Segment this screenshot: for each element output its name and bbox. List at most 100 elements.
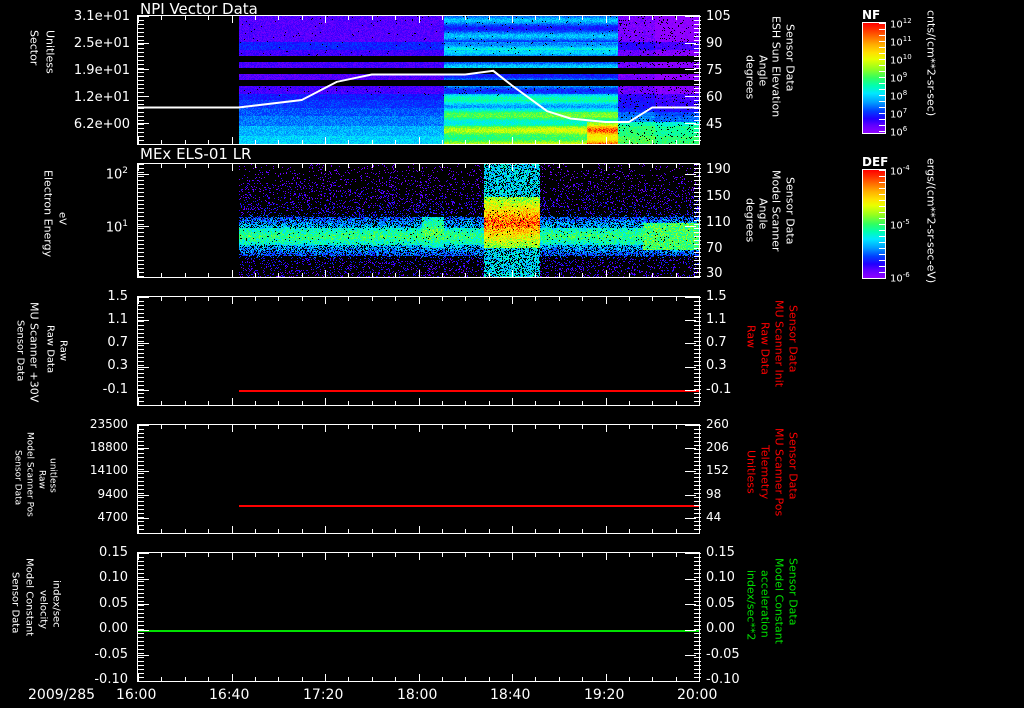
xtick [278,529,279,533]
xtick [302,140,303,144]
colorbar-def-label-1: 10-5 [890,218,910,232]
ytick-major [685,604,696,605]
p4-ytick-1: 18800 [89,440,128,454]
ytick-major [685,96,696,97]
xtick [676,297,677,301]
xaxis-tick-0: 16:00 [116,687,157,703]
xtick [255,677,256,681]
colorbar-def[interactable] [862,169,886,279]
ytick-major [685,367,696,368]
plot-panel-model-constant-velocity[interactable] [137,552,700,682]
xtick [208,529,209,533]
xtick [465,553,466,557]
xtick [255,401,256,405]
p4-ytick-3: 9400 [97,487,128,501]
xtick [419,164,420,171]
xtick [559,401,560,405]
plot-panel-npi-vector-data[interactable] [137,15,700,145]
xaxis-tick-1: 16:40 [209,687,250,703]
xtick [161,273,162,277]
xtick [395,16,396,20]
p1-right-ytick-3: 60 [706,90,723,105]
ytick-major [685,518,696,519]
p5-right-ytick-0: 0.15 [706,545,735,560]
xtick [278,677,279,681]
xtick [629,553,630,557]
xtick [185,401,186,405]
ytick-major [138,604,149,605]
plot-panel-mex-els-01-lr[interactable] [137,163,700,278]
p3-right-ytick-3: 0.3 [706,358,727,373]
p3-ytick-2: 0.7 [107,335,128,350]
xtick [302,529,303,533]
xtick [325,297,326,304]
xtick [185,677,186,681]
plot-panel-model-scanner-pos-raw[interactable] [137,424,700,534]
colorbar-nf-label-6: 106 [890,125,908,139]
p4-left-axis-label-2: Model Scanner Pos [24,432,35,517]
xtick [512,553,513,560]
p2-right-ytick-3: 70 [706,241,723,256]
p5-right-axis-label-4: index/sec**2 [744,570,758,641]
p4-ytick-2: 14100 [89,463,128,477]
xtick [442,677,443,681]
xtick [489,297,490,301]
xtick [629,425,630,429]
xtick [676,425,677,429]
p2-right-minor-ticks [694,164,701,277]
ytick-major [685,553,696,554]
colorbar-nf-ticks [879,23,885,133]
xtick [232,425,233,432]
colorbar-nf-label-5: 107 [890,107,908,121]
p2-right-axis-label-4: degrees [743,198,757,243]
xtick [372,553,373,557]
xtick [419,16,420,23]
xtick [302,553,303,557]
ytick-major [685,495,696,496]
xtick [208,140,209,144]
xtick [161,677,162,681]
p3-right-axis-label-1: Sensor Data [786,305,800,373]
xtick [278,164,279,168]
p1-ytick-4: 6.2e+00 [73,117,130,132]
xtick [442,529,443,533]
xtick [652,273,653,277]
p1-right-axis-label-1: Sensor Data [783,24,797,92]
xtick [652,16,653,20]
p5-ytick-1: 0.10 [99,570,128,585]
p2-left-minor-ticks [137,164,144,277]
ytick-major [685,69,696,70]
plot-panel-mu-scanner-30v-raw[interactable] [137,296,700,406]
panel-title-els: MEx ELS-01 LR [140,145,252,163]
xtick [325,674,326,681]
xtick [185,297,186,301]
xtick [465,529,466,533]
xtick [278,425,279,429]
xtick [255,553,256,557]
xtick [606,674,607,681]
ytick-major [138,174,149,175]
p5-ytick-2: 0.05 [99,596,128,611]
xtick [395,140,396,144]
p5-left-axis-label-2: Model Constant [23,558,35,637]
xtick [232,297,233,304]
series-mu-scanner-init-raw [238,390,699,392]
xtick [489,677,490,681]
xtick [208,273,209,277]
xtick [489,140,490,144]
p1-right-ytick-4: 45 [706,117,723,132]
p4-right-ytick-4: 44 [706,510,722,524]
colorbar-nf[interactable] [862,22,886,134]
xtick [442,297,443,301]
xtick [582,677,583,681]
xtick [278,297,279,301]
colorbar-nf-unit: cnts/(cm**2-sr-sec) [924,10,938,117]
xtick [512,398,513,405]
xtick [372,273,373,277]
p3-ytick-1: 1.1 [107,312,128,327]
p1-left-axis-label-1: Sector [27,30,41,66]
xtick [348,553,349,557]
p5-left-axis-label-3: velocity [37,590,49,630]
ytick-major [138,579,149,580]
xtick [232,553,233,560]
